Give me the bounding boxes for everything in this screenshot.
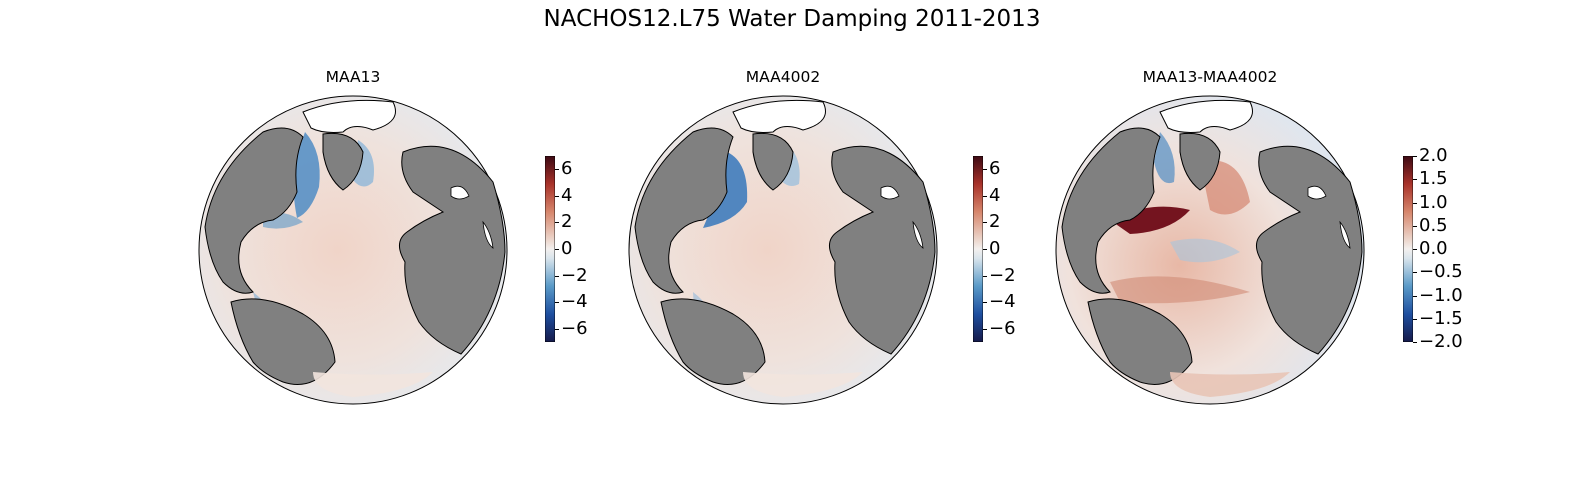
colorbar-tick-label: 0 [989,238,1001,259]
colorbar-tick [555,328,559,330]
colorbar-tick-label: 4 [561,184,573,206]
colorbar-tick [983,249,987,250]
colorbar-gradient [1402,155,1414,343]
colorbar-gradient [972,155,984,343]
colorbar-tick [555,195,559,197]
colorbar-tick [983,302,987,304]
colorbar-tick [983,222,987,224]
colorbar-tick-label: −2 [561,264,588,286]
colorbar-tick-label: −6 [989,317,1016,339]
colorbar-tick [1413,295,1417,297]
globe-map [628,95,938,405]
colorbar-tick [1413,272,1417,274]
colorbar-tick [555,169,559,171]
colorbar-tick-label: 0.0 [1419,238,1448,259]
colorbar-maa4002: 6 4 2 0 −2 −4 −6 [972,155,1016,346]
colorbar-gradient [544,155,556,343]
colorbar-tick-label: 0 [561,238,573,259]
colorbar-tick-label: 2 [989,211,1001,233]
colorbar-tick [1413,318,1417,320]
colorbar-tick [555,275,559,277]
colorbar-tick [555,302,559,304]
colorbar-tick [1413,225,1417,227]
colorbar-tick-label: 4 [989,184,1001,206]
globe-map [198,95,508,405]
colorbar-tick [1413,342,1417,343]
colorbar-tick-label: −2.0 [1419,331,1463,352]
colorbar-tick-label: 6 [561,158,573,180]
colorbar-difference: 2.0 1.5 1.0 0.5 0.0 −0.5 −1.0 −1.5 −2.0 [1402,147,1463,351]
colorbar-tick [983,169,987,171]
colorbar-tick-label: 2 [561,211,573,233]
colorbar-maa13: 6 4 2 0 −2 −4 −6 [544,155,588,346]
colorbar-tick [983,275,987,277]
colorbar-tick [1413,156,1417,157]
colorbar-tick-label: 1.5 [1419,168,1448,190]
globe-map [1055,95,1365,405]
colorbar-tick-label: −2 [989,264,1016,286]
colorbar-tick-label: 6 [989,158,1001,180]
colorbar-tick-label: −4 [989,291,1016,313]
colorbar-tick [555,222,559,224]
panel-title: MAA13-MAA4002 [1142,68,1278,86]
colorbar-tick-label: 2.0 [1419,145,1448,166]
colorbar-tick-label: −6 [561,317,588,339]
colorbar-tick [1413,249,1417,250]
colorbar-tick-label: −0.5 [1419,261,1463,283]
panel-title: MAA13 [325,68,381,86]
colorbar-tick-label: −4 [561,291,588,313]
figure-title: NACHOS12.L75 Water Damping 2011-2013 [543,6,1041,32]
panel-title: MAA4002 [745,68,821,86]
colorbar-tick [1413,179,1417,181]
colorbar-tick [555,249,559,250]
colorbar-tick-label: −1.5 [1419,307,1463,329]
colorbar-tick [983,195,987,197]
colorbar-tick [1413,202,1417,204]
colorbar-tick-label: 0.5 [1419,214,1448,236]
colorbar-tick [983,328,987,330]
colorbar-tick-label: 1.0 [1419,191,1448,213]
colorbar-tick-label: −1.0 [1419,284,1463,306]
